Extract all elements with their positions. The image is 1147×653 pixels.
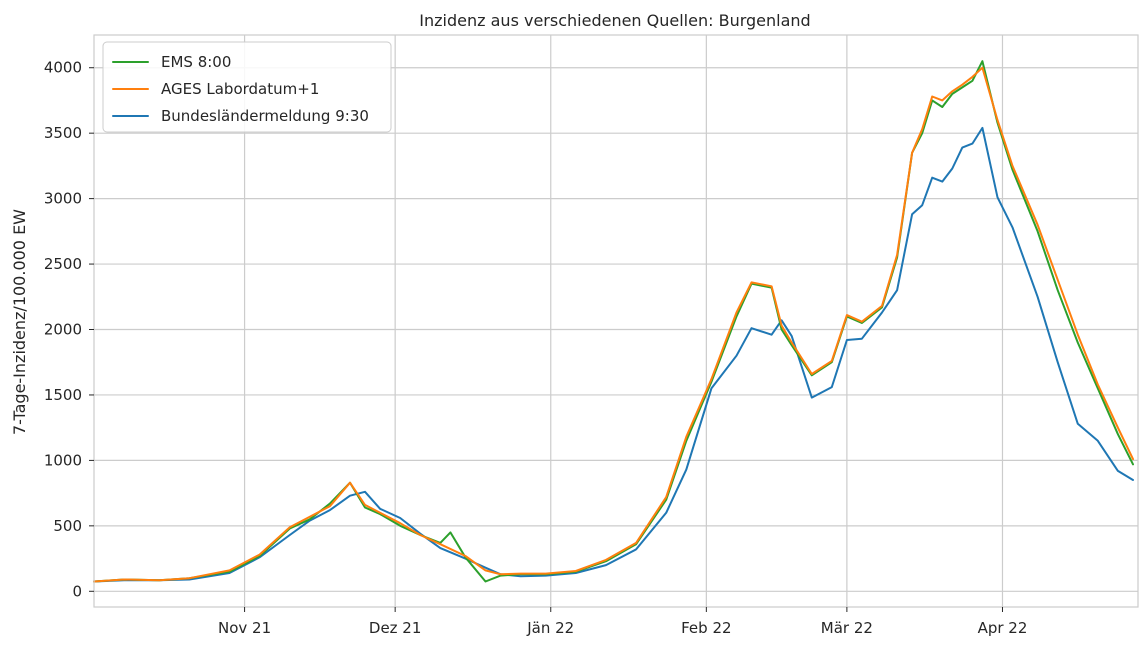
y-tick-label: 3500 bbox=[44, 124, 82, 142]
y-tick-label: 1500 bbox=[44, 386, 82, 404]
x-tick-label: Feb 22 bbox=[681, 619, 731, 637]
y-tick-label: 4000 bbox=[44, 59, 82, 77]
legend: EMS 8:00 AGES Labordatum+1 Bundesländerm… bbox=[102, 41, 392, 133]
y-tick-label: 3000 bbox=[44, 190, 82, 208]
y-tick-label: 0 bbox=[72, 582, 82, 600]
x-tick-label: Dez 21 bbox=[369, 619, 422, 637]
grid-lines bbox=[94, 35, 1138, 607]
y-axis-ticks: 0 500 1000 1500 2000 2500 3000 3500 4000 bbox=[44, 59, 94, 600]
x-tick-label: Jän 22 bbox=[526, 619, 574, 637]
series-lines bbox=[93, 60, 1134, 583]
series-line-2 bbox=[93, 126, 1134, 583]
series-line-1 bbox=[93, 66, 1134, 583]
y-axis-label: 7-Tage-Inzidenz/100.000 EW bbox=[10, 209, 29, 435]
x-tick-label: Apr 22 bbox=[978, 619, 1028, 637]
x-tick-label: Nov 21 bbox=[218, 619, 271, 637]
y-tick-label: 2500 bbox=[44, 255, 82, 273]
legend-label-ages: AGES Labordatum+1 bbox=[161, 80, 319, 98]
legend-label-ems: EMS 8:00 bbox=[161, 53, 231, 71]
legend-box bbox=[102, 41, 392, 133]
x-axis-ticks: Nov 21 Dez 21 Jän 22 Feb 22 Mär 22 Apr 22 bbox=[218, 607, 1027, 637]
plot-frame bbox=[93, 34, 1139, 608]
y-tick-label: 1000 bbox=[44, 451, 82, 469]
chart-title: Inzidenz aus verschiedenen Quellen: Burg… bbox=[419, 11, 810, 30]
legend-label-bundeslaender: Bundesländermeldung 9:30 bbox=[161, 107, 369, 125]
x-tick-label: Mär 22 bbox=[821, 619, 873, 637]
y-tick-label: 500 bbox=[53, 517, 82, 535]
y-tick-label: 2000 bbox=[44, 321, 82, 339]
